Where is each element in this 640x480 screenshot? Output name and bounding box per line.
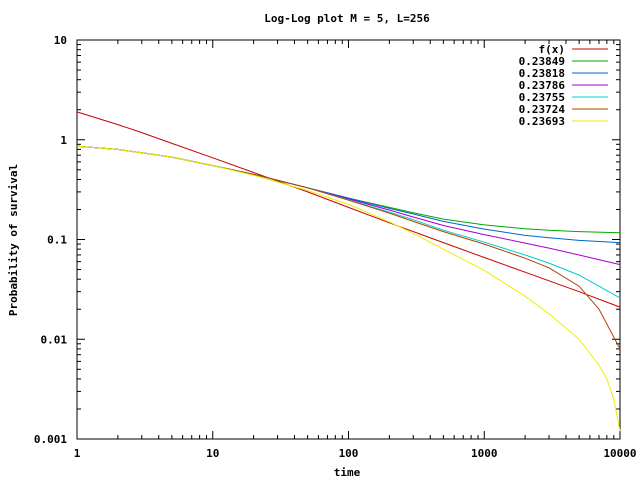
x-tick-label: 1 [74, 447, 81, 460]
series-line [76, 145, 621, 234]
legend-label: 0.23849 [519, 55, 565, 68]
y-tick-label: 0.001 [34, 433, 67, 446]
x-axis-label: time [334, 466, 361, 479]
x-tick-label: 1000 [471, 447, 498, 460]
series-line [76, 145, 621, 350]
series-line [76, 145, 621, 266]
x-tick-label: 10000 [603, 447, 636, 460]
axis-tick-labels: 1 10 100 1000 10000 0.001 0.01 0.1 1 10 [34, 34, 637, 460]
y-tick-label: 10 [54, 34, 67, 47]
legend-label: 0.23693 [519, 115, 565, 128]
axis-ticks [76, 39, 621, 440]
chart-title: Log-Log plot M = 5, L=256 [264, 12, 430, 25]
legend-label: 0.23818 [519, 67, 565, 80]
x-tick-label: 10 [206, 447, 219, 460]
legend-label: f(x) [539, 43, 566, 56]
series-lines [76, 111, 621, 432]
legend: f(x)0.238490.238180.237860.237550.237240… [519, 43, 608, 128]
y-tick-label: 0.01 [41, 333, 68, 346]
series-line [76, 145, 621, 299]
legend-label: 0.23786 [519, 79, 566, 92]
y-tick-label: 1 [60, 134, 67, 147]
x-tick-label: 100 [339, 447, 359, 460]
y-axis-label: Probability of survival [7, 164, 20, 316]
y-tick-label: 0.1 [47, 234, 67, 247]
series-line [76, 111, 621, 308]
series-line [76, 145, 621, 244]
series-line [76, 145, 621, 432]
legend-label: 0.23755 [519, 91, 565, 104]
legend-label: 0.23724 [519, 103, 566, 116]
